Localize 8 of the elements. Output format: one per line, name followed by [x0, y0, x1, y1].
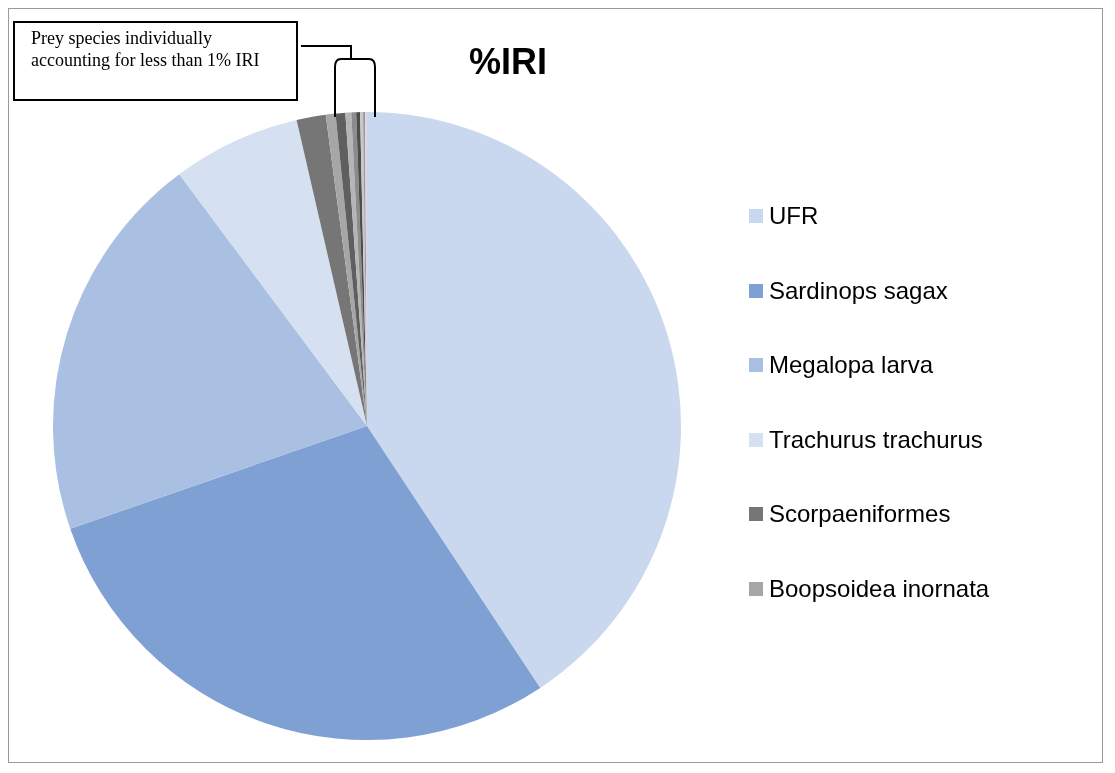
legend-label: Megalopa larva — [769, 351, 934, 380]
legend-label: UFR — [769, 202, 819, 231]
legend-label: Scorpaeniformes — [769, 500, 951, 529]
legend-label: Trachurus trachurus — [769, 425, 983, 454]
legend-label: Sardinops sagax — [769, 276, 948, 305]
legend-label: Boopsoidea inornata — [769, 574, 990, 603]
text: Prey species individually accounting for less than 1% IRI — [13, 21, 298, 101]
chart-title: %IRI — [469, 41, 548, 83]
